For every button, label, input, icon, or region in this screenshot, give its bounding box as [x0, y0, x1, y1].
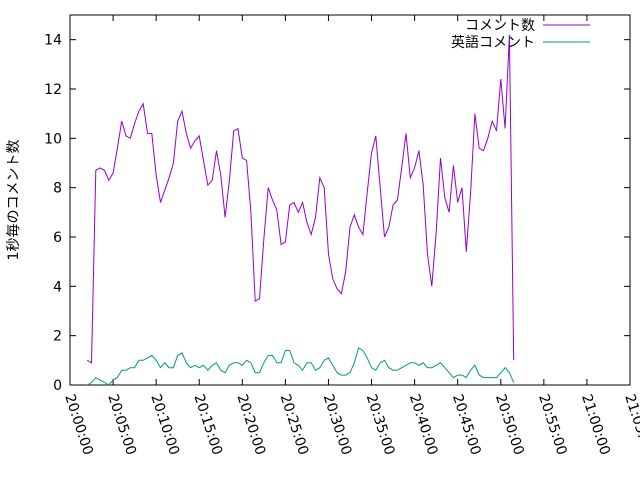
legend-label: コメント数 [465, 18, 535, 34]
y-tick-label: 12 [44, 82, 62, 98]
y-tick-label: 4 [53, 279, 62, 295]
series-line-2 [86, 347, 515, 386]
legend-label: 英語コメント [451, 34, 535, 51]
x-tick-label: 21:05:00 [621, 392, 640, 457]
y-tick-label: 2 [53, 329, 62, 345]
x-axis: 20:00:00 20:05:00 20:10:00 20:15:00 20:20:00… [61, 15, 640, 457]
series-layer [86, 34, 515, 386]
y-tick-label: 0 [53, 378, 62, 394]
x-tick-label: 20:20:00 [234, 392, 269, 457]
x-tick-label: 20:15:00 [190, 392, 225, 457]
x-tick-label: 20:00:00 [61, 392, 96, 457]
y-tick-label: 6 [53, 230, 62, 246]
y-tick-label: 10 [44, 131, 62, 147]
series-line-1 [86, 34, 515, 364]
y-axis-label: 1秒毎のコメント数 [6, 140, 22, 261]
plot-frame [69, 14, 631, 386]
x-tick-label: 20:30:00 [320, 392, 355, 457]
y-axis: 0 2 4 6 8 10 12 14 [44, 33, 630, 394]
x-tick-label: 20:45:00 [449, 392, 484, 457]
x-tick-label: 21:00:00 [578, 392, 613, 457]
x-tick-label: 20:05:00 [104, 392, 139, 457]
x-tick-label: 20:55:00 [535, 392, 570, 457]
x-tick-label: 20:50:00 [492, 392, 527, 457]
y-tick-label: 8 [53, 181, 62, 197]
y-tick-label: 14 [44, 33, 62, 49]
x-tick-label: 20:35:00 [363, 392, 398, 457]
x-tick-label: 20:25:00 [277, 392, 312, 457]
x-tick-label: 20:40:00 [406, 392, 441, 457]
x-tick-label: 20:10:00 [147, 392, 182, 457]
